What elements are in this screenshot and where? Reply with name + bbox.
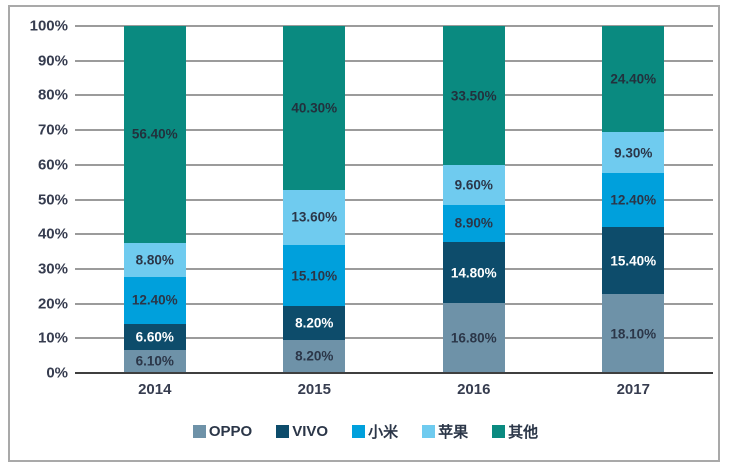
segment-苹果-2014: 8.80% (123, 242, 186, 277)
gridline (75, 25, 713, 27)
legend-label: 小米 (368, 424, 399, 441)
y-tick-label: 30% (37, 260, 68, 278)
segment-label: 8.90% (454, 215, 493, 231)
segment-label: 33.50% (450, 88, 497, 104)
segment-label: 24.40% (610, 71, 657, 87)
bar-slot-2015: 8.20% 8.20% 15.10% 13.60% 40.30% (235, 26, 395, 373)
x-axis-line (75, 372, 713, 374)
gridline (75, 94, 713, 97)
segment-label: 15.10% (291, 268, 338, 284)
gridline (75, 198, 713, 201)
x-axis: 2014 2015 2016 2017 (75, 381, 713, 403)
segment-小米-2017: 12.40% (602, 172, 665, 227)
stacked-bar-2015: 8.20% 8.20% 15.10% 13.60% 40.30% (283, 26, 346, 373)
y-tick-label: 0% (46, 364, 68, 382)
segment-label: 12.40% (610, 192, 657, 208)
segment-小米-2014: 12.40% (123, 276, 186, 325)
legend-swatch-icon (276, 425, 290, 438)
y-tick-label: 40% (37, 225, 68, 243)
segment-OPPO-2014: 6.10% (123, 349, 186, 373)
segment-VIVO-2015: 8.20% (283, 306, 346, 340)
segment-VIVO-2016: 14.80% (442, 241, 505, 304)
stacked-bar-2014: 6.10% 6.60% 12.40% 8.80% 56.40% (123, 26, 186, 373)
legend-item-小米: 小米 (352, 421, 398, 442)
bar-slot-2014: 6.10% 6.60% 12.40% 8.80% 56.40% (75, 26, 235, 373)
segment-OPPO-2016: 16.80% (442, 303, 505, 373)
y-tick-label: 80% (37, 86, 68, 104)
legend-item-苹果: 苹果 (422, 421, 468, 442)
plot-area: 6.10% 6.60% 12.40% 8.80% 56.40% 8.20% 8.20% 15.… (75, 25, 713, 374)
segment-label: 8.80% (135, 252, 174, 268)
legend-label: 其他 (508, 424, 539, 441)
y-axis: 100% 90% 80% 70% 60% 50% 40% 30% 20% 10% 0% (10, 18, 68, 382)
gridline (75, 302, 713, 305)
bar-slot-2017: 18.10% 15.40% 12.40% 9.30% 24.40% (554, 26, 714, 373)
segment-label: 8.20% (295, 315, 334, 331)
segment-label: 9.60% (454, 177, 493, 193)
stacked-bar-2016: 16.80% 14.80% 8.90% 9.60% 33.50% (442, 26, 505, 373)
segment-小米-2016: 8.90% (442, 204, 505, 242)
x-axis-label-2016: 2016 (457, 381, 491, 398)
segment-VIVO-2017: 15.40% (602, 226, 665, 295)
y-tick-label: 90% (37, 52, 68, 70)
legend-label: OPPO (208, 423, 253, 440)
stacked-bar-2017: 18.10% 15.40% 12.40% 9.30% 24.40% (602, 26, 665, 373)
gridline (75, 337, 713, 340)
segment-label: 18.10% (610, 326, 657, 342)
gridline (75, 163, 713, 166)
bar-slot-2016: 16.80% 14.80% 8.90% 9.60% 33.50% (394, 26, 554, 373)
y-tick-label: 60% (37, 156, 68, 174)
segment-label: 12.40% (131, 292, 178, 308)
gridline (75, 59, 713, 62)
segment-VIVO-2014: 6.60% (123, 324, 186, 350)
y-tick-label: 100% (29, 17, 68, 35)
segment-苹果-2015: 13.60% (283, 189, 346, 246)
gridline (75, 267, 713, 270)
y-tick-label: 50% (37, 191, 68, 208)
gridline (75, 129, 713, 132)
x-axis-label-2015: 2015 (297, 381, 331, 398)
segment-label: 15.40% (610, 253, 657, 269)
segment-其他-2017: 24.40% (602, 26, 665, 133)
segment-label: 16.80% (450, 330, 497, 346)
segment-label: 14.80% (450, 265, 497, 281)
segment-OPPO-2015: 8.20% (283, 339, 346, 373)
segment-其他-2015: 40.30% (283, 26, 346, 190)
legend-item-VIVO: VIVO (276, 423, 328, 440)
segment-label: 9.30% (614, 145, 653, 161)
segment-其他-2016: 33.50% (442, 26, 505, 166)
bars-container: 6.10% 6.60% 12.40% 8.80% 56.40% 8.20% 8.20% 15.… (75, 26, 713, 373)
y-tick-label: 10% (37, 329, 68, 347)
gridline (75, 233, 713, 236)
legend-swatch-icon (492, 425, 506, 438)
y-tick-label: 20% (37, 295, 68, 313)
legend-label: 苹果 (438, 424, 469, 441)
legend: OPPO VIVO 小米 苹果 其他 (0, 421, 731, 442)
x-axis-label-2017: 2017 (616, 381, 650, 398)
segment-label: 6.60% (135, 329, 174, 345)
y-tick-label: 70% (37, 121, 68, 139)
legend-label: VIVO (292, 423, 329, 440)
segment-label: 40.30% (291, 100, 338, 116)
segment-label: 6.10% (135, 353, 174, 369)
segment-label: 13.60% (291, 209, 338, 225)
segment-label: 56.40% (131, 126, 178, 142)
legend-swatch-icon (352, 425, 366, 438)
segment-小米-2015: 15.10% (283, 245, 346, 307)
segment-其他-2014: 56.40% (123, 26, 186, 243)
legend-swatch-icon (422, 425, 436, 438)
segment-label: 8.20% (295, 348, 334, 364)
legend-item-其他: 其他 (492, 421, 538, 442)
legend-swatch-icon (192, 425, 206, 438)
segment-苹果-2016: 9.60% (442, 165, 505, 205)
x-axis-label-2014: 2014 (138, 381, 172, 398)
segment-OPPO-2017: 18.10% (602, 294, 665, 373)
segment-苹果-2017: 9.30% (602, 132, 665, 173)
legend-item-OPPO: OPPO (192, 423, 253, 440)
